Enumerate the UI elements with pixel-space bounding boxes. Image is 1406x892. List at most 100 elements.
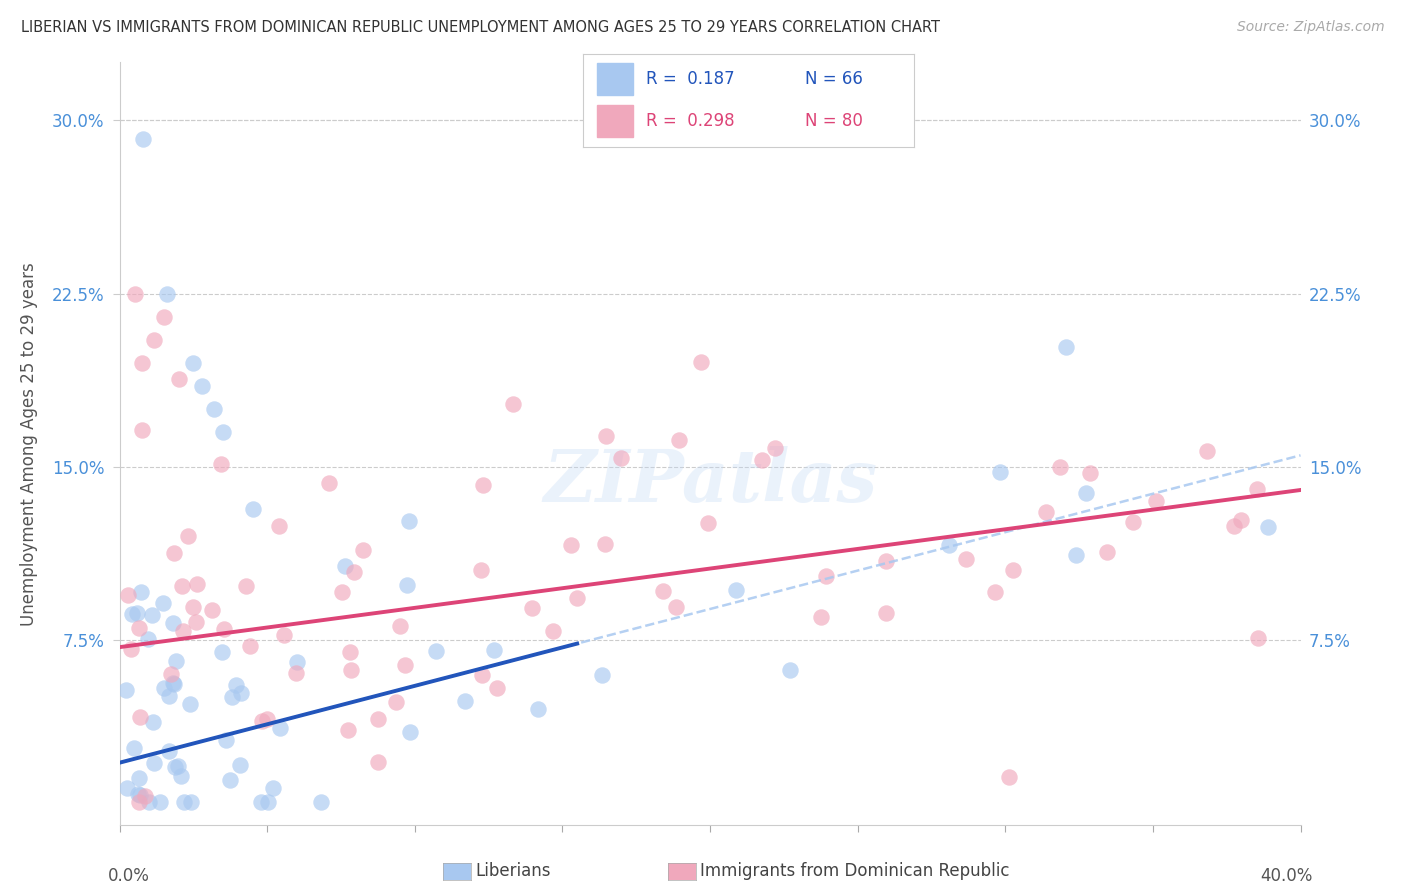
Text: LIBERIAN VS IMMIGRANTS FROM DOMINICAN REPUBLIC UNEMPLOYMENT AMONG AGES 25 TO 29 : LIBERIAN VS IMMIGRANTS FROM DOMINICAN RE… <box>21 20 941 35</box>
Point <box>394 657 416 672</box>
Point <box>157 690 180 704</box>
Point <box>218 772 240 787</box>
Point <box>252 714 274 728</box>
Point <box>121 607 143 621</box>
Text: R =  0.298: R = 0.298 <box>647 112 735 130</box>
Text: ZIPatlas: ZIPatlas <box>543 446 877 517</box>
Point <box>1257 520 1279 534</box>
Point <box>162 615 184 630</box>
Point <box>309 795 332 809</box>
Point <box>502 397 524 411</box>
Point <box>810 610 832 624</box>
Point <box>343 566 366 580</box>
Point <box>567 591 589 605</box>
Y-axis label: Unemployment Among Ages 25 to 29 years: Unemployment Among Ages 25 to 29 years <box>20 262 38 625</box>
Point <box>156 286 179 301</box>
Point <box>470 563 492 577</box>
Text: R =  0.187: R = 0.187 <box>647 70 735 87</box>
Point <box>1246 482 1268 496</box>
Point <box>482 643 505 657</box>
Point <box>541 624 564 639</box>
Point <box>142 333 165 347</box>
Text: Liberians: Liberians <box>475 863 551 880</box>
Point <box>1035 506 1057 520</box>
Point <box>128 795 150 809</box>
Point <box>157 744 180 758</box>
Point <box>336 723 359 737</box>
Point <box>395 578 418 592</box>
Point <box>229 686 252 700</box>
Point <box>262 781 284 796</box>
Point <box>267 519 290 533</box>
Point <box>115 682 138 697</box>
Point <box>200 603 222 617</box>
Point <box>163 546 186 560</box>
Point <box>211 425 233 440</box>
Point <box>984 585 1007 599</box>
Point <box>191 379 214 393</box>
Point <box>318 476 340 491</box>
Point <box>385 695 408 709</box>
Point <box>117 781 139 796</box>
Text: Immigrants from Dominican Republic: Immigrants from Dominican Republic <box>700 863 1010 880</box>
Point <box>125 606 148 620</box>
Point <box>183 356 205 370</box>
Bar <box>596 63 633 95</box>
Point <box>128 621 150 635</box>
Point <box>177 528 200 542</box>
Point <box>250 795 273 809</box>
Point <box>167 372 190 386</box>
Point <box>132 132 155 146</box>
Point <box>998 770 1021 784</box>
Point <box>143 756 166 771</box>
Point <box>1002 563 1025 577</box>
Point <box>153 310 174 324</box>
Point <box>134 789 156 804</box>
Point <box>225 678 247 692</box>
Text: Source: ZipAtlas.com: Source: ZipAtlas.com <box>1237 20 1385 34</box>
Point <box>690 355 713 369</box>
Bar <box>596 105 633 136</box>
Point <box>169 769 191 783</box>
Point <box>388 619 411 633</box>
Point <box>399 724 422 739</box>
Point <box>398 514 420 528</box>
Point <box>242 501 264 516</box>
Point <box>340 663 363 677</box>
Point <box>202 402 225 417</box>
Point <box>1049 459 1071 474</box>
Point <box>235 579 257 593</box>
Point <box>1122 515 1144 529</box>
Point <box>152 681 174 695</box>
Point <box>988 465 1011 479</box>
Point <box>211 645 233 659</box>
Point <box>179 697 201 711</box>
Point <box>138 632 160 647</box>
Point <box>1195 444 1218 458</box>
Point <box>173 795 195 809</box>
Point <box>651 584 673 599</box>
Point <box>779 663 801 677</box>
Point <box>229 757 252 772</box>
Point <box>142 714 165 729</box>
Point <box>955 552 977 566</box>
Point <box>339 645 361 659</box>
Point <box>162 676 184 690</box>
Point <box>724 582 747 597</box>
Point <box>696 516 718 531</box>
Point <box>186 615 208 629</box>
Point <box>163 676 186 690</box>
Point <box>209 457 232 471</box>
Text: N = 80: N = 80 <box>804 112 863 130</box>
Point <box>183 600 205 615</box>
Point <box>221 690 243 705</box>
Point <box>120 641 142 656</box>
Point <box>172 624 194 639</box>
Point <box>751 453 773 467</box>
Point <box>273 628 295 642</box>
Point <box>1230 513 1253 527</box>
Point <box>1097 545 1119 559</box>
Point <box>131 423 153 437</box>
Point <box>610 451 633 466</box>
Point <box>212 622 235 636</box>
